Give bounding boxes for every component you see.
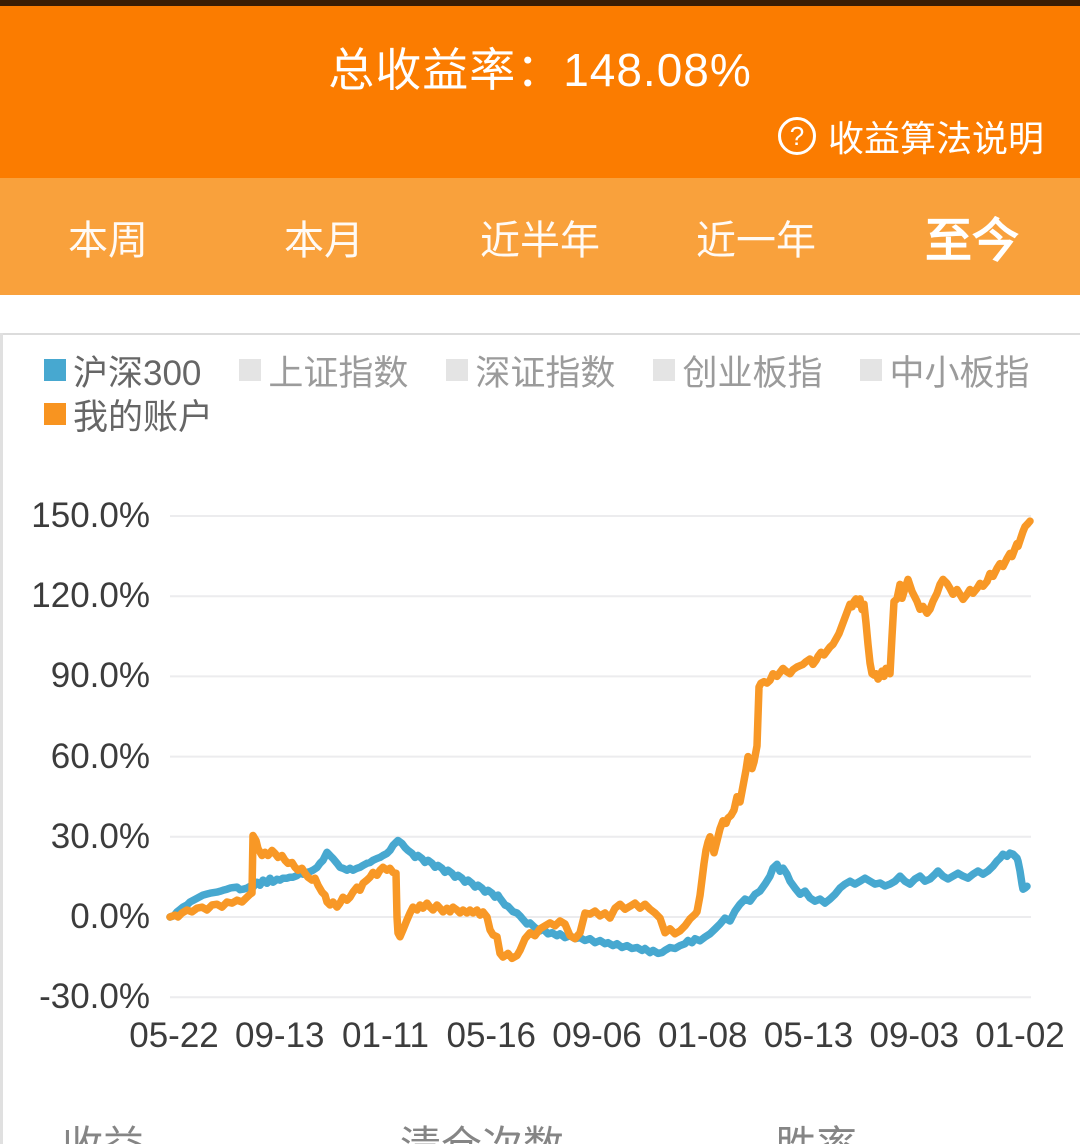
legend-swatch-icon [239,359,262,381]
series-line-1 [166,517,1034,963]
x-tick-label: 05-22 [129,1016,219,1055]
legend-label: 上证指数 [268,353,409,393]
legend-item-0-0[interactable]: 沪深300 [44,345,201,396]
series-line-0 [166,836,1031,958]
y-tick-label: -30.0% [39,977,150,1017]
legend-swatch-icon [44,359,66,381]
legend-row-1: 我的账户 [44,392,1029,437]
status-bar-strip [0,0,1080,6]
x-tick-label: 05-16 [446,1016,537,1055]
legend-label: 深证指数 [475,353,616,393]
legend-label: 中小板指 [889,353,1030,393]
legend-item-0-2[interactable]: 深证指数 [446,345,615,396]
period-tabbar: 本周 本月 近半年 近一年 至今 [0,178,1080,295]
help-label: 收益算法说明 [827,118,1044,159]
legend-label: 创业板指 [682,353,823,393]
x-tick-label: 09-13 [234,1016,325,1055]
y-tick-label: 90.0% [50,656,150,696]
legend-item-0-1[interactable]: 上证指数 [239,345,408,396]
legend-item-1-0[interactable]: 我的账户 [44,389,213,440]
help-button[interactable]: ? 收益算法说明 [777,110,1044,162]
y-tick-label: 120.0% [31,576,150,616]
x-tick-label: 01-08 [657,1016,748,1055]
card-left-divider [0,333,3,1144]
chart-legend: 沪深300 上证指数 深证指数 创业板指 中小板指我的账户 [44,348,1029,437]
tab-2[interactable]: 近半年 [480,218,600,263]
footer-stat-label-1: 清仓次数 [400,1112,564,1144]
tab-0[interactable]: 本周 [68,218,148,263]
tab-4-active[interactable]: 至今 [925,214,1019,267]
y-tick-label: 60.0% [50,736,150,776]
legend-label: 沪深300 [73,353,202,393]
footer-stat-label-0: 收益 [62,1112,144,1144]
legend-swatch-icon [44,403,66,425]
tab-1[interactable]: 本月 [284,218,364,263]
y-tick-label: 30.0% [50,816,150,856]
legend-swatch-icon [653,359,676,381]
question-mark-icon: ? [777,117,816,155]
page-title: 总收益率：148.08% [0,44,1080,96]
total-return-label: 总收益率： [328,44,564,96]
y-tick-label: 150.0% [31,496,150,535]
legend-swatch-icon [446,359,469,381]
tab-3[interactable]: 近一年 [696,218,816,263]
header: 总收益率：148.08% ? 收益算法说明 [0,6,1080,178]
x-tick-label: 09-03 [869,1016,960,1055]
card-top-divider [0,333,1080,335]
y-tick-label: 0.0% [70,897,150,936]
x-tick-label: 09-06 [552,1016,642,1055]
x-tick-label: 05-13 [763,1016,854,1055]
legend-item-0-3[interactable]: 创业板指 [653,345,822,396]
legend-label: 我的账户 [73,397,214,437]
total-return-value: 148.08% [563,44,752,96]
footer-stat-label-2: 胜率 [775,1112,857,1144]
legend-row-0: 沪深300 上证指数 深证指数 创业板指 中小板指 [44,348,1029,393]
legend-item-0-4[interactable]: 中小板指 [860,345,1029,396]
legend-swatch-icon [860,359,883,381]
x-tick-label: 01-02 [975,1016,1065,1055]
x-tick-label: 01-11 [342,1016,429,1055]
